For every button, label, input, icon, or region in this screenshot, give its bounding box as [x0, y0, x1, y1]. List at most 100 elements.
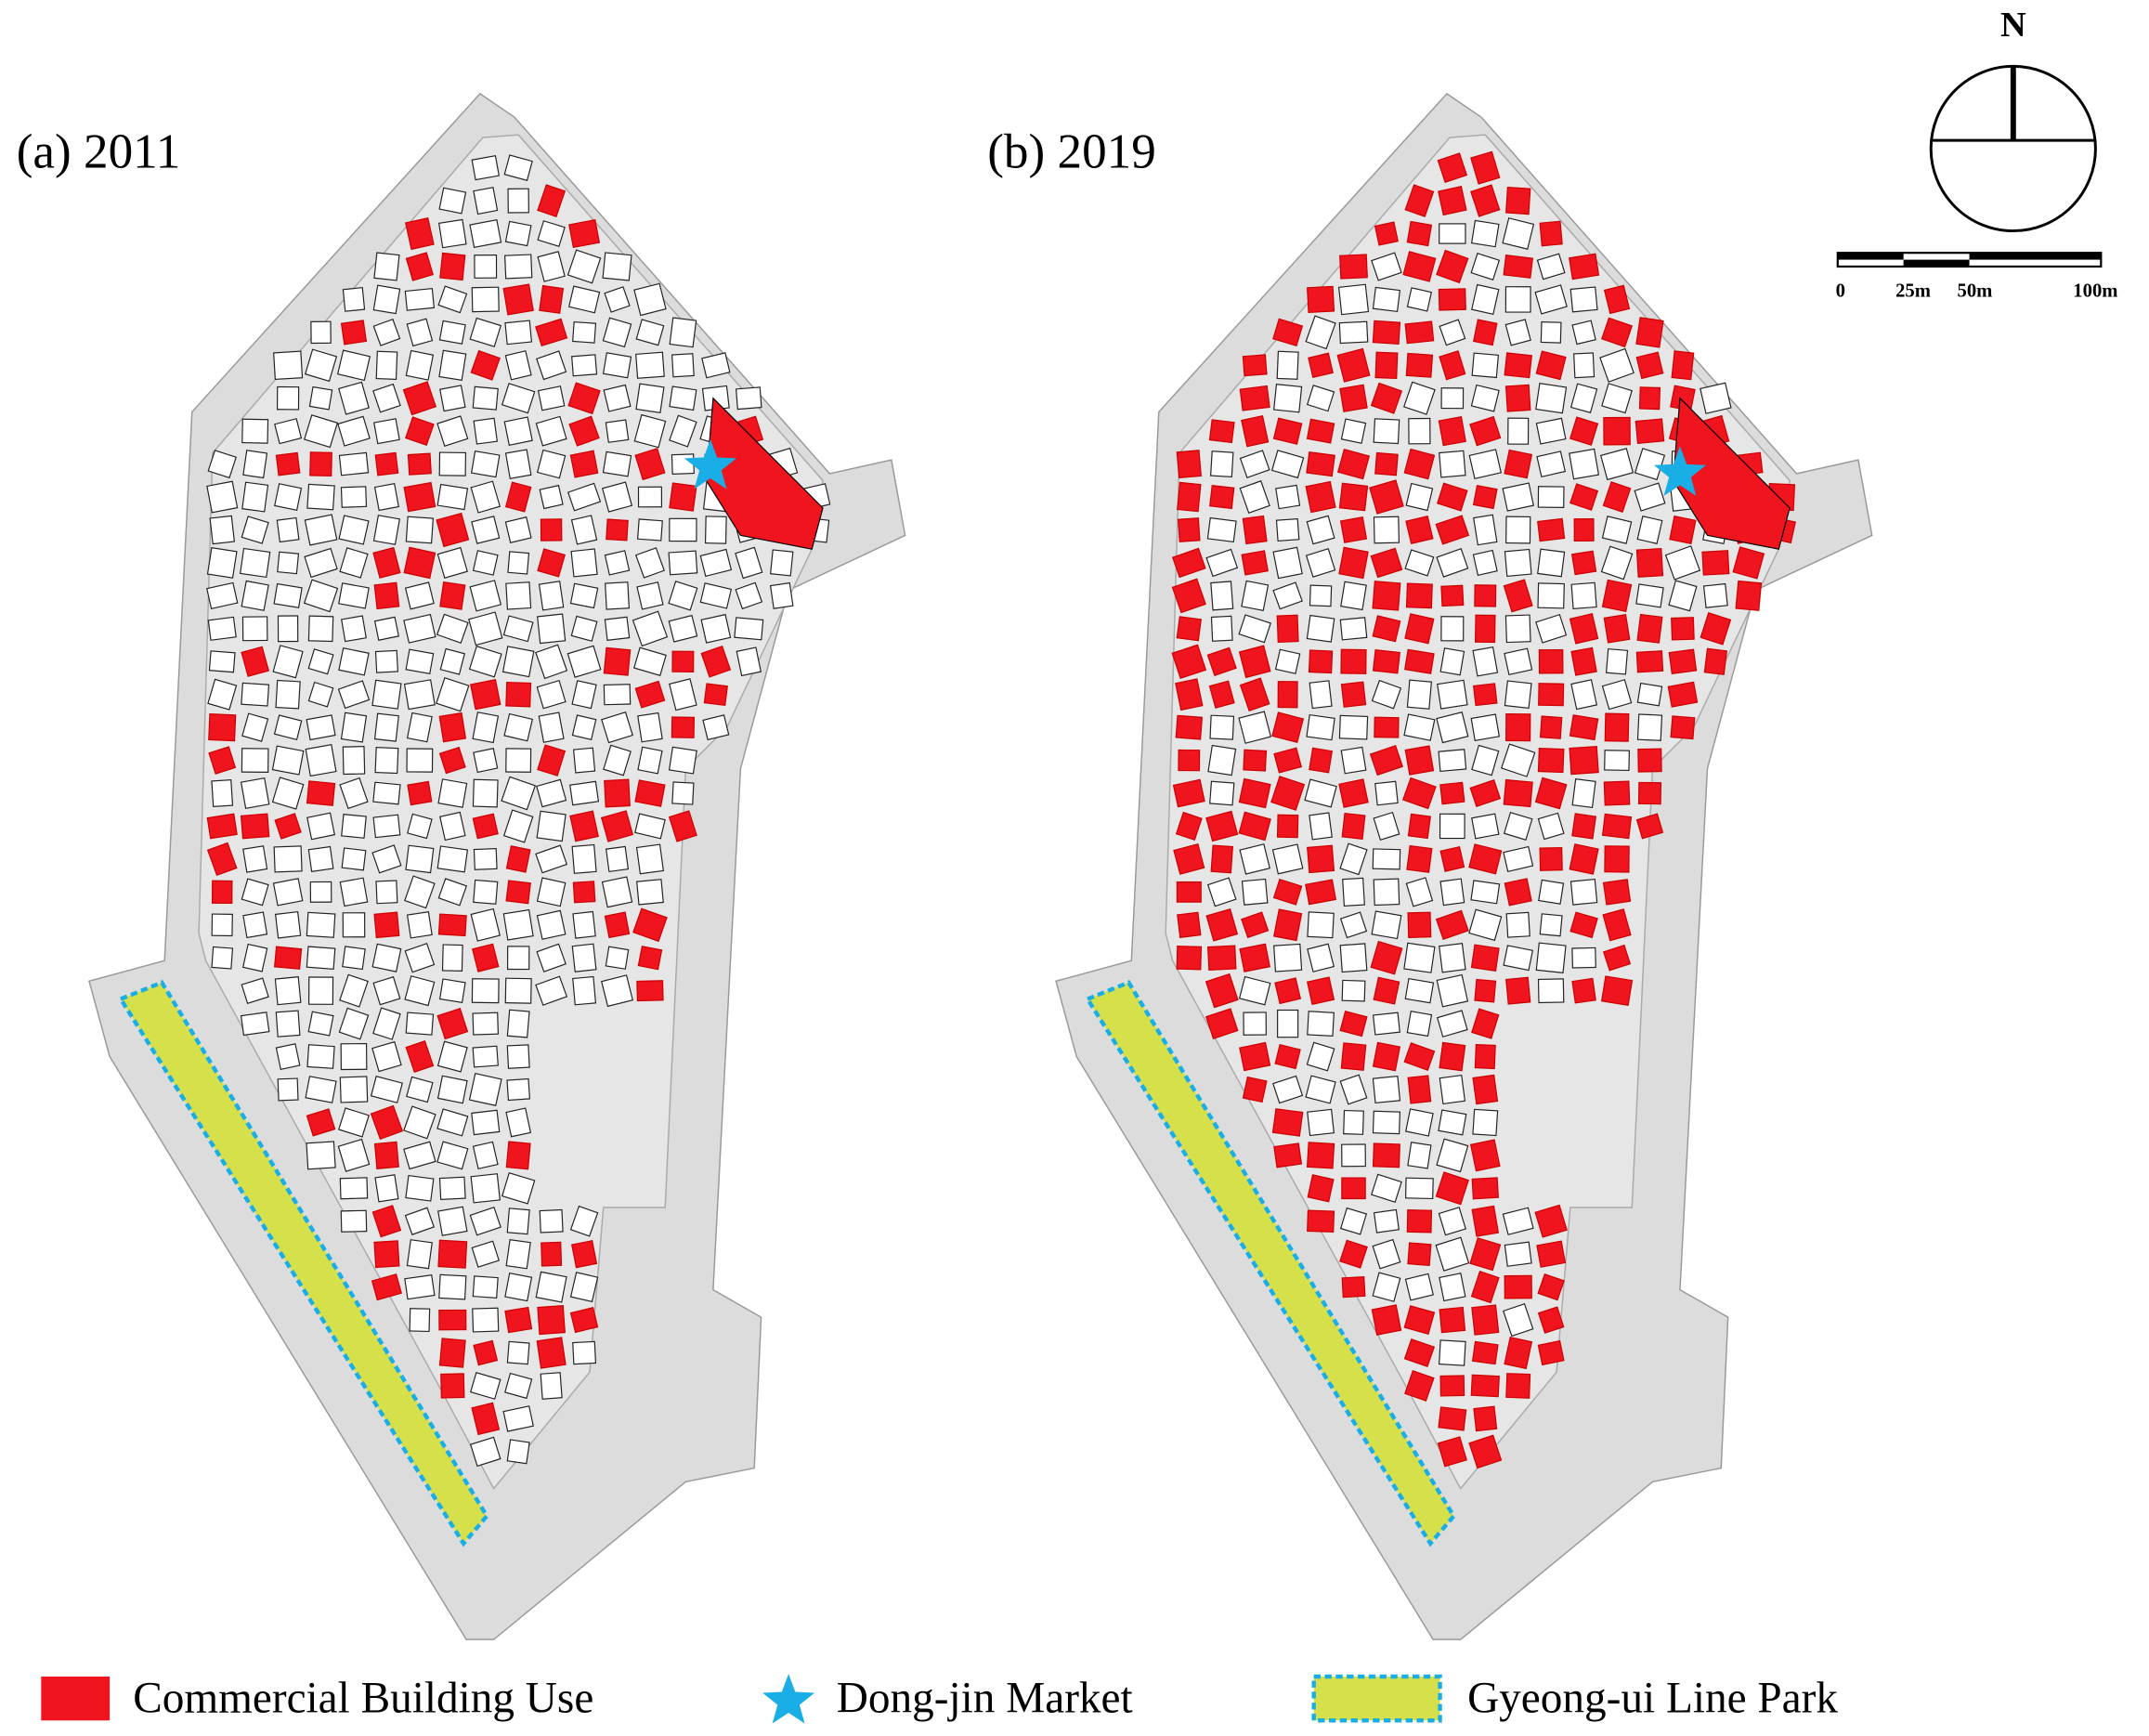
building	[1241, 580, 1270, 611]
building	[271, 777, 305, 810]
building	[339, 1076, 369, 1103]
building	[501, 1171, 536, 1205]
building	[504, 350, 532, 381]
building	[406, 911, 433, 939]
commercial-building	[1439, 1375, 1465, 1397]
commercial-building	[1601, 813, 1633, 840]
building	[306, 911, 336, 938]
scale-label: 100m	[2073, 281, 2117, 301]
commercial-building	[1176, 881, 1202, 903]
building	[1570, 581, 1597, 610]
building	[501, 776, 537, 811]
building	[567, 645, 602, 678]
building	[1404, 977, 1435, 1004]
commercial-building	[1307, 1174, 1335, 1203]
building	[1504, 286, 1531, 313]
commercial-building	[1638, 386, 1661, 411]
building	[1372, 1012, 1400, 1036]
commercial-building	[1272, 318, 1304, 347]
building	[438, 349, 467, 381]
building	[1339, 1074, 1368, 1105]
building	[1341, 1143, 1366, 1168]
commercial-building	[1569, 714, 1599, 741]
building	[275, 1043, 301, 1070]
commercial-building	[438, 1309, 467, 1331]
building	[1635, 583, 1664, 608]
building	[504, 1273, 533, 1302]
building	[472, 1045, 499, 1068]
commercial-building	[274, 813, 302, 840]
building	[1435, 1236, 1470, 1272]
commercial-building	[1205, 972, 1239, 1009]
building	[404, 288, 436, 311]
building	[503, 416, 533, 446]
building	[701, 352, 731, 379]
building	[1436, 1010, 1468, 1038]
building	[404, 875, 436, 909]
building	[1504, 614, 1531, 644]
commercial-building	[1273, 908, 1303, 942]
building	[439, 811, 466, 842]
scale-seg	[1837, 253, 1904, 260]
building	[274, 976, 302, 1006]
commercial-building	[1472, 484, 1498, 510]
building	[338, 515, 370, 545]
commercial-building	[537, 744, 567, 777]
commercial-building	[505, 880, 531, 905]
building	[339, 973, 369, 1008]
building	[338, 646, 370, 676]
building	[637, 746, 663, 775]
building	[571, 354, 598, 377]
commercial-building	[1336, 448, 1371, 480]
commercial-building	[1604, 845, 1630, 873]
building	[505, 1238, 531, 1270]
building	[668, 581, 698, 611]
commercial-building	[1569, 613, 1599, 645]
building	[1535, 942, 1567, 973]
commercial-building	[1635, 351, 1664, 380]
building	[632, 610, 669, 647]
building	[1340, 746, 1367, 775]
commercial-building	[671, 650, 695, 672]
building	[1601, 383, 1633, 414]
building	[636, 518, 663, 542]
building	[535, 644, 568, 680]
commercial-building	[1474, 584, 1497, 607]
building	[340, 1042, 368, 1071]
building	[669, 385, 697, 411]
building	[1537, 978, 1565, 1004]
commercial-building	[437, 1239, 468, 1269]
commercial-building	[535, 318, 568, 347]
building	[372, 284, 401, 315]
commercial-building	[1241, 414, 1270, 448]
commercial-building	[1370, 547, 1403, 579]
commercial-building	[1173, 842, 1205, 875]
commercial-building	[1604, 712, 1630, 742]
commercial-building	[1536, 1240, 1567, 1268]
commercial-building	[1239, 385, 1270, 411]
building	[1504, 647, 1533, 675]
building	[471, 978, 500, 1004]
commercial-building	[568, 219, 601, 249]
building	[1601, 679, 1633, 711]
commercial-building	[541, 1241, 563, 1267]
compass: N	[1929, 6, 2097, 233]
commercial-building	[371, 1273, 402, 1301]
building	[1537, 582, 1565, 609]
commercial-building	[1440, 584, 1465, 607]
building	[669, 414, 697, 448]
building	[1569, 286, 1598, 313]
commercial-building	[473, 1339, 499, 1366]
commercial-building	[505, 1141, 531, 1170]
commercial-building	[1205, 810, 1239, 842]
building	[671, 353, 695, 378]
commercial-building	[1206, 945, 1237, 971]
commercial-building	[1340, 681, 1367, 708]
commercial-building	[1571, 813, 1597, 840]
building	[1636, 713, 1663, 741]
building	[1373, 1208, 1400, 1233]
building	[571, 843, 597, 874]
commercial-building	[502, 283, 534, 316]
commercial-building	[1305, 879, 1337, 906]
building	[1505, 516, 1531, 544]
